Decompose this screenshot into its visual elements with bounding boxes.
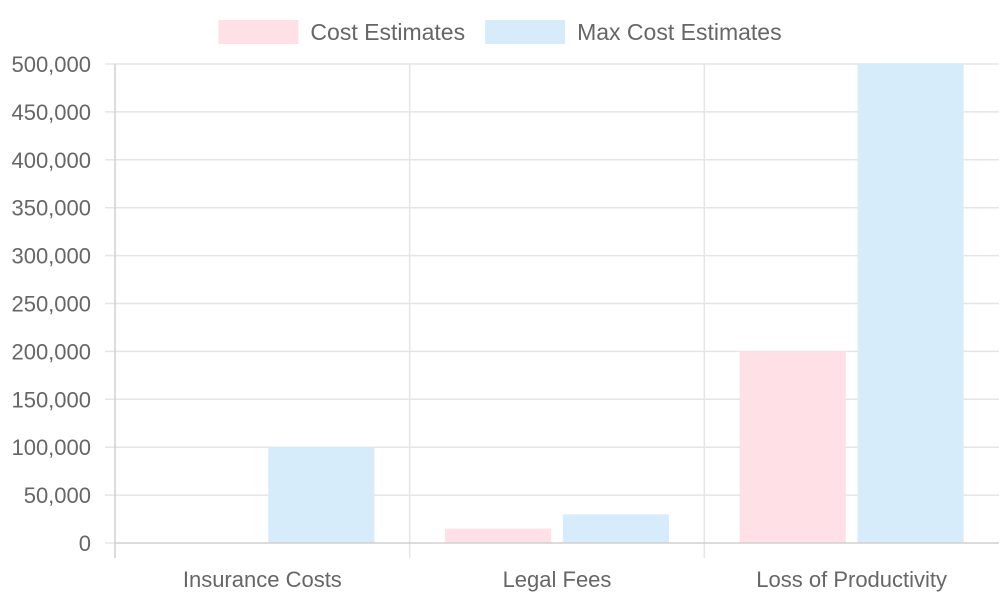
- y-tick-label: 100,000: [11, 435, 91, 460]
- y-axis-ticks: 0 50,000 100,000 150,000 200,000 250,000 300,0…: [11, 52, 91, 556]
- y-tick-label: 400,000: [11, 148, 91, 173]
- y-tick-label: 500,000: [11, 52, 91, 77]
- bar-cost-estimates: [445, 528, 552, 543]
- y-tick-label: 300,000: [11, 244, 91, 269]
- bars: [268, 64, 964, 543]
- legend-swatch: [218, 20, 299, 44]
- bar-max-cost-estimates: [562, 514, 669, 543]
- legend-label: Cost Estimates: [310, 19, 465, 45]
- bar-max-cost-estimates: [857, 64, 964, 543]
- y-tick-label: 250,000: [11, 292, 91, 317]
- axes: [105, 63, 999, 558]
- bar-cost-estimates: [739, 351, 846, 543]
- y-tick-label: 150,000: [11, 387, 91, 412]
- x-tick-label: Legal Fees: [503, 567, 612, 592]
- y-tick-label: 350,000: [11, 196, 91, 221]
- y-tick-label: 0: [79, 531, 91, 556]
- legend: Cost Estimates Max Cost Estimates: [218, 19, 782, 45]
- legend-swatch: [485, 20, 566, 44]
- y-tick-label: 450,000: [11, 100, 91, 125]
- bar-max-cost-estimates: [268, 447, 375, 543]
- legend-label: Max Cost Estimates: [577, 19, 782, 45]
- x-tick-label: Loss of Productivity: [756, 567, 947, 592]
- x-axis-labels: Insurance Costs Legal Fees Loss of Product…: [183, 567, 947, 592]
- y-tick-label: 50,000: [24, 483, 91, 508]
- y-tick-label: 200,000: [11, 339, 91, 364]
- grid-lines: [115, 63, 999, 558]
- x-tick-label: Insurance Costs: [183, 567, 342, 592]
